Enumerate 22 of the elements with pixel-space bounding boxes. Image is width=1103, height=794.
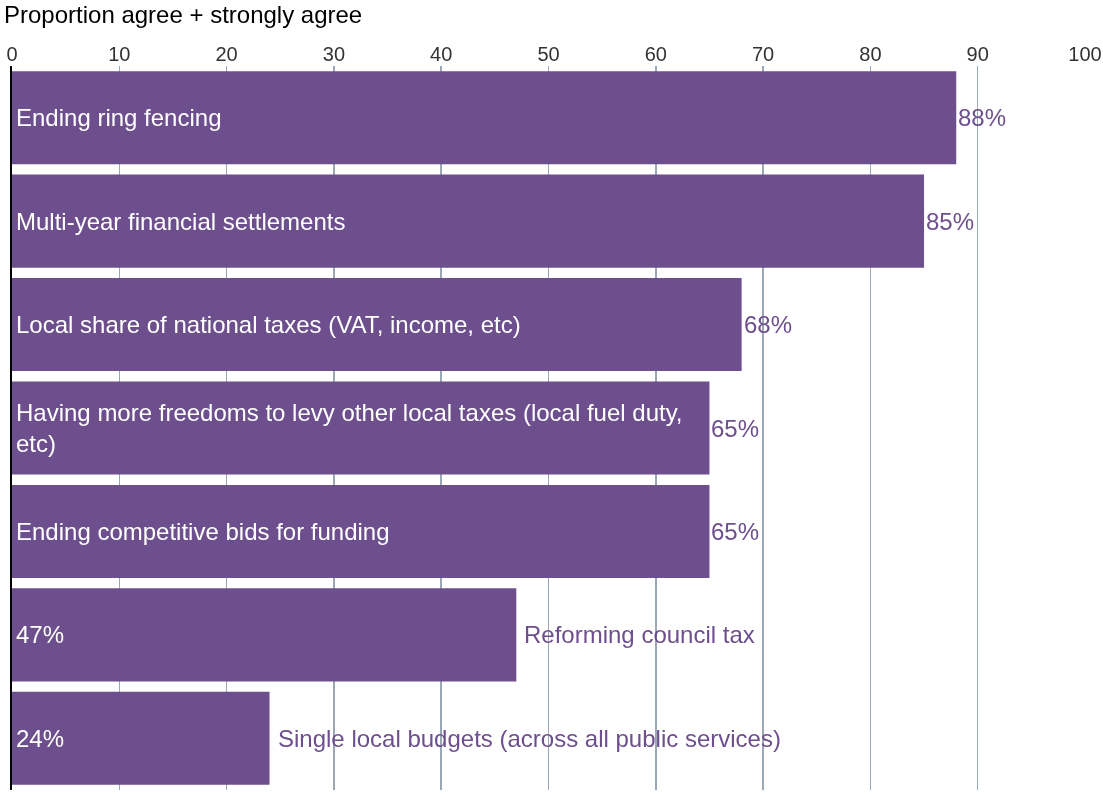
data-label: 85%	[926, 208, 975, 235]
x-tick-label: 0	[6, 43, 18, 65]
x-tick-label: 10	[108, 43, 131, 65]
x-tick-label: 80	[859, 43, 882, 65]
y-tick-label: Ending ring fencing	[16, 104, 222, 131]
x-tick-label: 60	[644, 43, 667, 65]
y-tick-label: Local share of national taxes (VAT, income, etc)	[16, 311, 521, 338]
data-label: 47%	[16, 621, 65, 648]
data-label: 24%	[16, 725, 65, 752]
data-label: 65%	[711, 415, 760, 442]
x-tick-label: 100	[1068, 43, 1102, 65]
y-tick-label: Having more freedoms to levy other local taxes (local fuel duty, etc)	[16, 399, 683, 458]
x-tick-label: 20	[215, 43, 238, 65]
x-tick-label: 30	[322, 43, 346, 65]
x-tick-label: 90	[966, 43, 989, 65]
x-tick-label: 40	[430, 43, 453, 65]
x-tick-label: 50	[537, 43, 560, 65]
data-label: 65%	[711, 518, 760, 545]
x-axis-title: Proportion agree + strongly agree	[4, 1, 363, 28]
y-tick-label: Ending competitive bids for funding	[16, 518, 390, 545]
x-tick-label: 70	[751, 43, 775, 65]
y-tick-label: Multi-year financial settlements	[16, 208, 346, 235]
